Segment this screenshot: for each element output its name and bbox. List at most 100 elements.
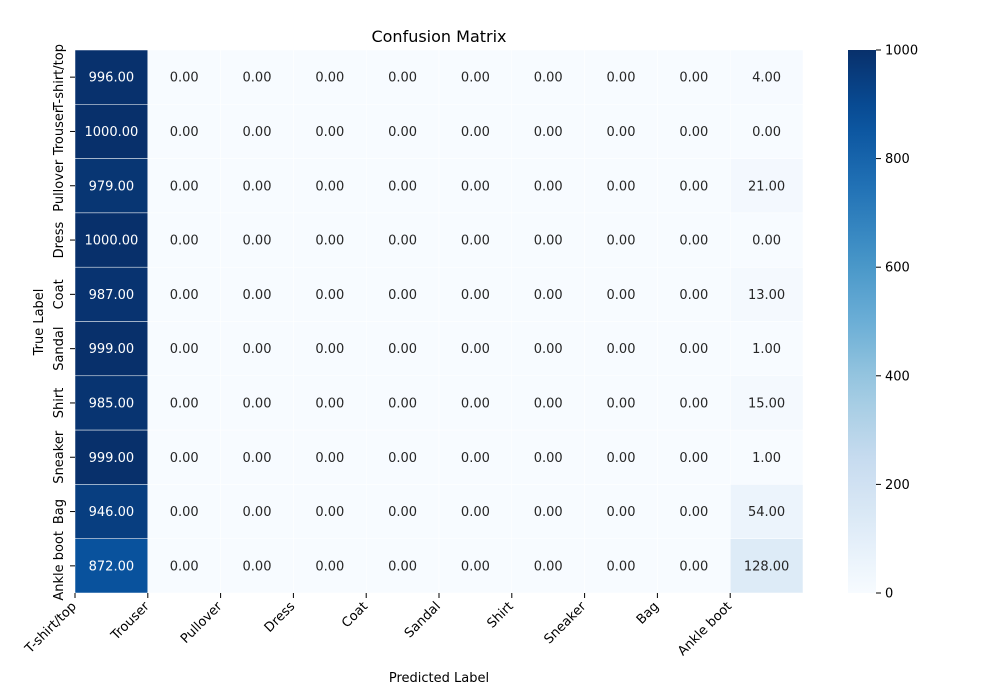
colorbar-gradient	[848, 50, 876, 593]
cell-value-label: 0.00	[679, 451, 708, 466]
heatmap-cell	[220, 429, 294, 485]
x-axis: T-shirt/top Trouser Pullover Dress Coat Sanda…	[22, 593, 735, 659]
cell-value-label: 0.00	[679, 559, 708, 574]
colorbar-tick-label: 1000	[885, 44, 918, 59]
heatmap-cell	[511, 538, 585, 594]
heatmap-cell	[438, 375, 513, 431]
heatmap-cell	[365, 429, 440, 485]
cell-value-label: 0.00	[315, 505, 344, 520]
heatmap-cell	[220, 49, 294, 105]
heatmap-cell	[438, 321, 513, 377]
cell-value-label: 0.00	[679, 71, 708, 86]
cell-value-label: 0.00	[388, 451, 417, 466]
heatmap-cell	[584, 266, 658, 322]
cell-value-label: 979.00	[89, 179, 135, 194]
y-tick-label: Coat	[52, 279, 67, 309]
heatmap-cell	[74, 321, 149, 377]
cell-value-label: 0.00	[607, 396, 636, 411]
heatmap-cell	[147, 158, 221, 214]
x-tick-label: Ankle boot	[675, 599, 735, 659]
cell-value-label: 0.00	[315, 71, 344, 86]
cell-value-label: 0.00	[388, 234, 417, 249]
x-tick-label: Sneaker	[541, 599, 589, 647]
cell-value-label: 0.00	[752, 125, 781, 140]
heatmap-cell	[74, 49, 149, 105]
cell-value-label: 15.00	[748, 396, 785, 411]
cell-value-label: 0.00	[243, 342, 272, 357]
cell-value-label: 0.00	[679, 125, 708, 140]
cell-value-label: 0.00	[243, 234, 272, 249]
cell-value-label: 0.00	[170, 559, 199, 574]
cell-value-label: 0.00	[461, 505, 490, 520]
y-tick-label: Ankle boot	[52, 531, 67, 601]
x-tick-label: Dress	[262, 599, 299, 636]
heatmap-cell	[293, 484, 367, 539]
heatmap-cell	[293, 321, 367, 377]
heatmap-cell	[729, 484, 804, 539]
cell-value-label: 0.00	[679, 505, 708, 520]
cell-value-label: 0.00	[170, 288, 199, 303]
cell-value-label: 0.00	[679, 234, 708, 249]
heatmap-cell	[293, 104, 367, 159]
heatmap-cell	[657, 375, 731, 431]
y-tick-label: Trouser	[52, 107, 67, 156]
cell-value-label: 0.00	[607, 234, 636, 249]
heatmap-cell	[729, 104, 804, 159]
heatmap-cell	[438, 212, 513, 268]
heatmap-cell	[657, 266, 731, 322]
y-axis-label: True Label	[32, 289, 47, 357]
cell-value-label: 0.00	[315, 288, 344, 303]
chart-title: Confusion Matrix	[371, 27, 506, 46]
x-tick-label: Pullover	[178, 599, 226, 647]
cell-value-label: 1.00	[752, 451, 781, 466]
cell-value-label: 0.00	[461, 71, 490, 86]
heatmap-cell	[657, 212, 731, 268]
cell-value-label: 999.00	[89, 451, 135, 466]
x-tick-label: Bag	[634, 599, 662, 627]
heatmap-cell	[511, 158, 585, 214]
cell-value-label: 0.00	[388, 342, 417, 357]
x-tick-label: Trouser	[108, 599, 153, 644]
heatmap-cell	[147, 49, 221, 105]
cell-value-label: 0.00	[243, 396, 272, 411]
cell-value-label: 0.00	[388, 505, 417, 520]
heatmap-cell	[584, 158, 658, 214]
cell-value-label: 0.00	[170, 505, 199, 520]
heatmap-cell	[220, 266, 294, 322]
cell-value-label: 0.00	[243, 505, 272, 520]
cell-value-label: 0.00	[679, 342, 708, 357]
heatmap-cell	[511, 484, 585, 539]
cell-value-label: 128.00	[744, 559, 790, 574]
heatmap-cell	[657, 484, 731, 539]
cell-value-label: 0.00	[752, 234, 781, 249]
cell-value-label: 0.00	[388, 71, 417, 86]
cell-value-label: 0.00	[534, 342, 563, 357]
cell-value-label: 0.00	[679, 288, 708, 303]
heatmap-cell	[365, 104, 440, 159]
y-tick-label: Pullover	[52, 159, 67, 212]
cell-value-label: 0.00	[534, 451, 563, 466]
cell-value-label: 0.00	[315, 342, 344, 357]
cell-value-label: 0.00	[170, 451, 199, 466]
heatmap-cell	[584, 49, 658, 105]
y-tick-label: Sandal	[52, 327, 67, 371]
heatmap-cell	[220, 538, 294, 594]
heatmap-cell	[657, 538, 731, 594]
cell-value-label: 0.00	[170, 342, 199, 357]
heatmap-cell	[584, 104, 658, 159]
heatmap-cell	[729, 49, 804, 105]
cell-value-label: 0.00	[388, 179, 417, 194]
cell-value-label: 999.00	[89, 342, 135, 357]
cell-value-label: 0.00	[607, 342, 636, 357]
heatmap-cell	[74, 158, 149, 214]
heatmap-cell	[293, 375, 367, 431]
cell-value-label: 0.00	[315, 396, 344, 411]
x-axis-label: Predicted Label	[389, 671, 489, 686]
cell-value-label: 0.00	[315, 234, 344, 249]
heatmap-cell	[365, 212, 440, 268]
cell-value-label: 0.00	[170, 125, 199, 140]
cell-value-label: 1.00	[752, 342, 781, 357]
cell-value-label: 13.00	[748, 288, 785, 303]
cell-value-label: 0.00	[534, 288, 563, 303]
